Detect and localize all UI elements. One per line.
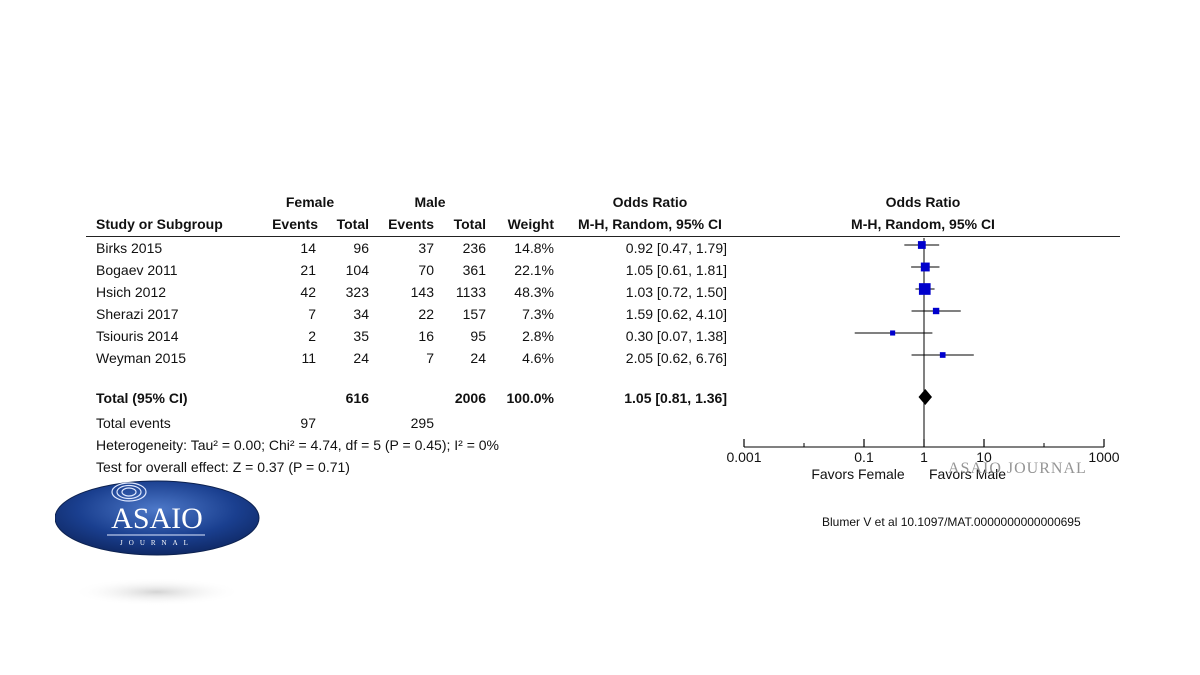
study-name: Sherazi 2017	[96, 306, 179, 322]
odds-ratio-ci: 1.03 [0.72, 1.50]	[625, 284, 727, 300]
total-events-label: Total events	[96, 415, 171, 431]
col-male-total-header: Total	[453, 216, 486, 232]
x-tick-label: 10	[976, 449, 992, 465]
total-odds-ratio-ci: 1.05 [0.81, 1.36]	[624, 390, 727, 406]
header-rule	[86, 236, 1120, 237]
col-or-header: M-H, Random, 95% CI	[578, 216, 722, 232]
female-total: 24	[353, 350, 369, 366]
male-total: 1133	[455, 284, 486, 300]
favors-female-label: Favors Female	[811, 466, 905, 482]
weight: 14.8%	[514, 240, 554, 256]
study-square	[917, 241, 926, 249]
pooled-diamond	[918, 389, 933, 405]
citation-text: Blumer V et al 10.1097/MAT.0000000000000…	[822, 515, 1081, 529]
weight: 22.1%	[514, 262, 554, 278]
study-name: Tsiouris 2014	[96, 328, 179, 344]
odds-ratio-ci: 1.59 [0.62, 4.10]	[625, 306, 727, 322]
col-weight-header: Weight	[507, 216, 554, 232]
female-events: 2	[308, 328, 316, 344]
female-total: 96	[353, 240, 369, 256]
weight: 48.3%	[514, 284, 554, 300]
total-events-male: 295	[410, 415, 434, 431]
female-total: 34	[353, 306, 369, 322]
male-events: 37	[418, 240, 434, 256]
study-name: Weyman 2015	[96, 350, 187, 366]
male-events: 70	[418, 262, 434, 278]
female-group-header: Female	[285, 194, 335, 210]
male-total: 95	[470, 328, 486, 344]
x-tick-label: 1000	[1088, 449, 1119, 465]
female-total: 323	[345, 284, 369, 300]
study-name: Bogaev 2011	[96, 262, 178, 278]
male-total: 24	[470, 350, 486, 366]
overall-effect-text: Test for overall effect: Z = 0.37 (P = 0…	[96, 459, 350, 475]
total-female-total: 616	[345, 390, 369, 406]
or-group-header: Odds Ratio	[612, 194, 688, 210]
x-tick-label: 0.1	[854, 449, 874, 465]
col-plot-header: M-H, Random, 95% CI	[851, 216, 995, 232]
col-female-total-header: Total	[336, 216, 369, 232]
male-events: 16	[418, 328, 434, 344]
male-total: 157	[462, 306, 486, 322]
col-male-events-header: Events	[388, 216, 434, 232]
female-events: 42	[300, 284, 316, 300]
odds-ratio-ci: 0.92 [0.47, 1.79]	[625, 240, 727, 256]
study-square	[890, 330, 896, 336]
female-events: 21	[300, 262, 316, 278]
col-study-header: Study or Subgroup	[96, 216, 223, 232]
male-events: 143	[410, 284, 434, 300]
male-group-header: Male	[414, 194, 446, 210]
favors-male-label: Favors Male	[929, 466, 1007, 482]
asaio-watermark: ASAIO JOURNAL	[948, 460, 1087, 477]
odds-ratio-ci: 1.05 [0.61, 1.81]	[625, 262, 727, 278]
study-square	[932, 307, 940, 315]
col-female-events-header: Events	[272, 216, 318, 232]
x-tick-label: 1	[920, 449, 928, 465]
weight: 7.3%	[522, 306, 554, 322]
heterogeneity-text: Heterogeneity: Tau² = 0.00; Chi² = 4.74,…	[96, 437, 499, 453]
weight: 2.8%	[522, 328, 554, 344]
logo-main-text: ASAIO	[111, 502, 203, 535]
study-square	[939, 352, 946, 358]
total-weight: 100.0%	[506, 390, 554, 406]
study-square	[918, 283, 931, 295]
female-events: 7	[308, 306, 316, 322]
odds-ratio-ci: 2.05 [0.62, 6.76]	[625, 350, 727, 366]
logo-sub-text: JOURNAL	[120, 539, 194, 547]
female-events: 14	[300, 240, 316, 256]
total-label: Total (95% CI)	[96, 390, 188, 406]
total-male-total: 2006	[454, 390, 486, 406]
male-events: 7	[426, 350, 434, 366]
male-events: 22	[418, 306, 434, 322]
odds-ratio-ci: 0.30 [0.07, 1.38]	[625, 328, 727, 344]
x-tick-label: 0.001	[726, 449, 761, 465]
total-events-female: 97	[300, 415, 316, 431]
male-total: 236	[462, 240, 486, 256]
female-events: 11	[301, 350, 316, 366]
plot-group-header: Odds Ratio	[885, 194, 961, 210]
study-square	[920, 262, 930, 272]
male-total: 361	[462, 262, 486, 278]
female-total: 104	[345, 262, 369, 278]
asaio-journal-logo: ASAIO JOURNAL	[54, 480, 265, 615]
female-total: 35	[353, 328, 369, 344]
study-name: Hsich 2012	[96, 284, 167, 300]
study-name: Birks 2015	[96, 240, 163, 256]
weight: 4.6%	[522, 350, 554, 366]
